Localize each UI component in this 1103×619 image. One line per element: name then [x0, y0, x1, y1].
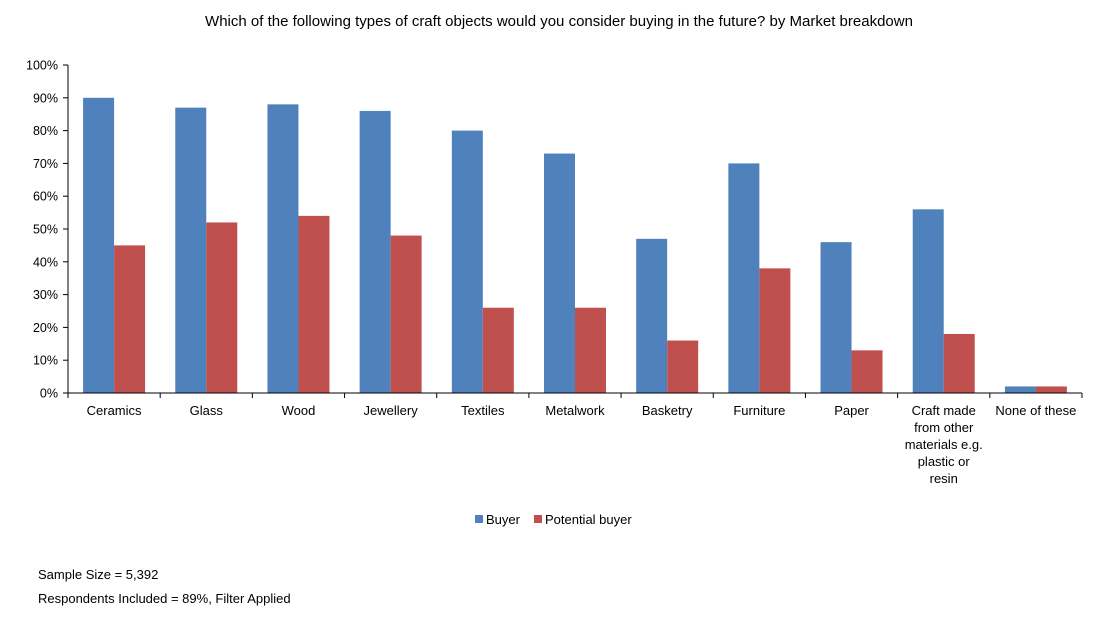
bar-buyer: [359, 110, 391, 394]
x-category-label: None of these: [995, 403, 1076, 418]
y-axis: 0% 10% 20% 30% 40% 50% 60% 70% 80% 90% 100%: [26, 59, 69, 401]
bar-buyer: [728, 163, 760, 393]
x-category-label: Basketry: [642, 403, 693, 418]
x-axis: Ceramics Glass Wood Jewellery Textiles Metalw…: [67, 392, 1083, 486]
legend-swatch: [475, 515, 483, 523]
bar-potential-buyer: [943, 333, 975, 393]
bar-buyer: [451, 130, 483, 393]
x-category-label: Textiles: [461, 403, 505, 418]
bar-potential-buyer: [482, 307, 514, 393]
legend-label: Buyer: [486, 512, 521, 527]
bar-potential-buyer: [298, 215, 330, 393]
y-tick-label: 100%: [26, 59, 58, 73]
y-tick-label: 0%: [40, 387, 58, 401]
bar-potential-buyer: [759, 268, 791, 393]
bars: [83, 97, 1067, 394]
bar-buyer: [636, 238, 668, 393]
legend-swatch: [533, 515, 542, 523]
y-tick-label: 60%: [33, 190, 58, 204]
bar-buyer: [820, 242, 852, 393]
x-category-label: Glass: [190, 403, 224, 418]
y-tick-label: 20%: [33, 321, 58, 335]
x-category-label: Jewellery: [364, 403, 419, 418]
x-category-label: Paper: [834, 403, 869, 418]
y-tick-label: 40%: [33, 255, 58, 269]
bar-potential-buyer: [390, 235, 422, 393]
sample-size-note: Sample Size = 5,392: [38, 567, 159, 582]
y-tick-label: 90%: [33, 91, 58, 105]
bar-chart: Which of the following types of craft ob…: [26, 13, 1083, 527]
respondents-note: Respondents Included = 89%, Filter Appli…: [38, 591, 291, 606]
x-category-label: Wood: [282, 403, 316, 418]
bar-buyer: [544, 153, 575, 393]
y-tick-label: 80%: [33, 124, 58, 138]
x-category-label: Craft made from other materials e.g. plasti…: [905, 403, 983, 486]
bar-potential-buyer: [667, 340, 699, 393]
bar-buyer: [175, 107, 207, 393]
y-tick-label: 70%: [33, 157, 58, 171]
bar-buyer: [1004, 386, 1036, 393]
bar-potential-buyer: [206, 222, 238, 393]
bar-potential-buyer: [575, 307, 606, 393]
y-tick-label: 50%: [33, 223, 58, 237]
bar-potential-buyer: [1035, 386, 1067, 393]
chart-title: Which of the following types of craft ob…: [205, 13, 913, 30]
y-tick-label: 30%: [33, 288, 58, 302]
bar-potential-buyer: [114, 245, 146, 393]
x-category-label: Furniture: [733, 403, 785, 418]
bar-buyer: [912, 209, 944, 393]
y-tick-label: 10%: [33, 354, 58, 368]
bar-buyer: [267, 104, 299, 394]
bar-potential-buyer: [851, 350, 883, 393]
x-category-label: Ceramics: [87, 403, 142, 418]
bar-buyer: [83, 97, 115, 394]
x-category-label: Metalwork: [545, 403, 605, 418]
legend: Buyer Potential buyer: [475, 512, 632, 527]
legend-label: Potential buyer: [545, 512, 632, 527]
